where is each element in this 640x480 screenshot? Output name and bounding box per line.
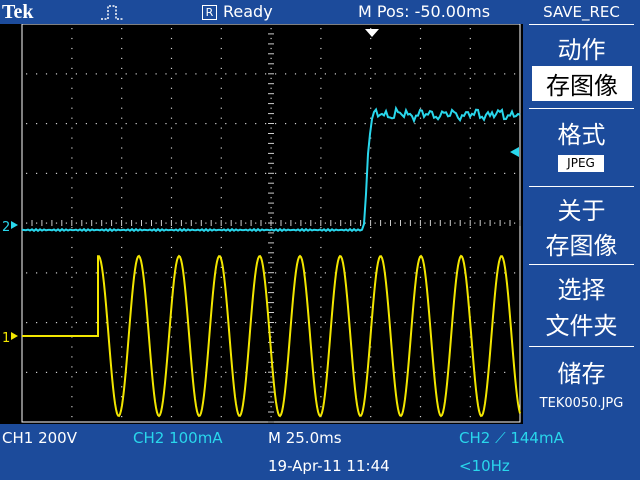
menu-folder-line1[interactable]: 选择: [557, 276, 606, 304]
run-state-badge: R: [202, 5, 217, 20]
side-menu: SAVE_REC 动作 存图像 格式 JPEG 关于 存图像 选择 文件夹 储存…: [523, 0, 640, 480]
menu-folder-line2[interactable]: 文件夹: [545, 312, 618, 340]
menu-about-line2[interactable]: 存图像: [545, 232, 618, 260]
menu-title: SAVE_REC: [543, 3, 620, 21]
timebase-readout: M 25.0ms: [268, 429, 342, 447]
menu-action-label: 动作: [557, 36, 606, 64]
date-time-readout: 19-Apr-11 11:44: [268, 457, 390, 475]
ch1-marker-label: 1: [2, 331, 10, 346]
ch2-marker-label: 2: [2, 220, 10, 235]
menu-save-button[interactable]: 储存: [557, 360, 606, 388]
horizontal-position-readout: M Pos: -50.00ms: [358, 2, 491, 21]
trigger-readout: CH2 ⟋ 144mA: [459, 429, 564, 447]
menu-about-line1[interactable]: 关于: [557, 197, 606, 225]
trigger-position-marker: [365, 29, 379, 37]
ch2-ground-marker: 2: [2, 220, 18, 235]
ch1-ground-marker: 1: [2, 331, 18, 346]
waveform-display: 2 1: [0, 24, 523, 424]
brand-logo: Tek: [2, 1, 34, 23]
trigger-level-marker: [510, 147, 519, 157]
ch2-scale-readout: CH2 100mA: [133, 429, 223, 447]
run-state: R Ready: [202, 2, 273, 22]
menu-action-value[interactable]: 存图像: [532, 66, 632, 101]
bottom-status-bar: CH1 200V CH2 100mA M 25.0ms CH2 ⟋ 144mA …: [0, 424, 564, 480]
ch2-waveform: [21, 105, 521, 233]
ch1-waveform: [22, 254, 521, 418]
menu-save-filename: TEK0050.JPG: [539, 396, 624, 411]
single-pulse-trigger-icon: [101, 5, 123, 20]
menu-format-value[interactable]: JPEG: [558, 155, 604, 172]
run-state-label: Ready: [223, 2, 273, 21]
trigger-frequency-readout: <10Hz: [459, 457, 510, 475]
ch1-scale-readout: CH1 200V: [2, 429, 77, 447]
graticule-center-ticks: [31, 33, 521, 423]
menu-format-label: 格式: [557, 121, 606, 149]
top-status-bar: Tek R Ready M Pos: -50.00ms: [0, 0, 523, 24]
